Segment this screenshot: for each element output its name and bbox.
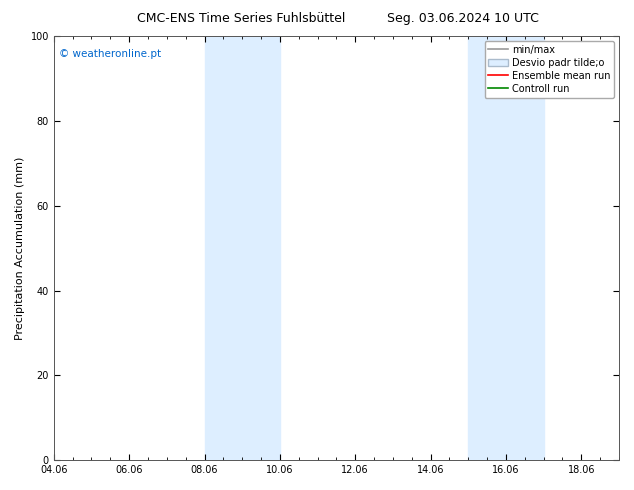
Text: CMC-ENS Time Series Fuhlsbüttel: CMC-ENS Time Series Fuhlsbüttel [137,12,345,25]
Text: Seg. 03.06.2024 10 UTC: Seg. 03.06.2024 10 UTC [387,12,539,25]
Y-axis label: Precipitation Accumulation (mm): Precipitation Accumulation (mm) [15,156,25,340]
Text: © weatheronline.pt: © weatheronline.pt [60,49,162,59]
Legend: min/max, Desvio padr tilde;o, Ensemble mean run, Controll run: min/max, Desvio padr tilde;o, Ensemble m… [484,41,614,98]
Bar [205,36,280,460]
Bar [469,36,543,460]
